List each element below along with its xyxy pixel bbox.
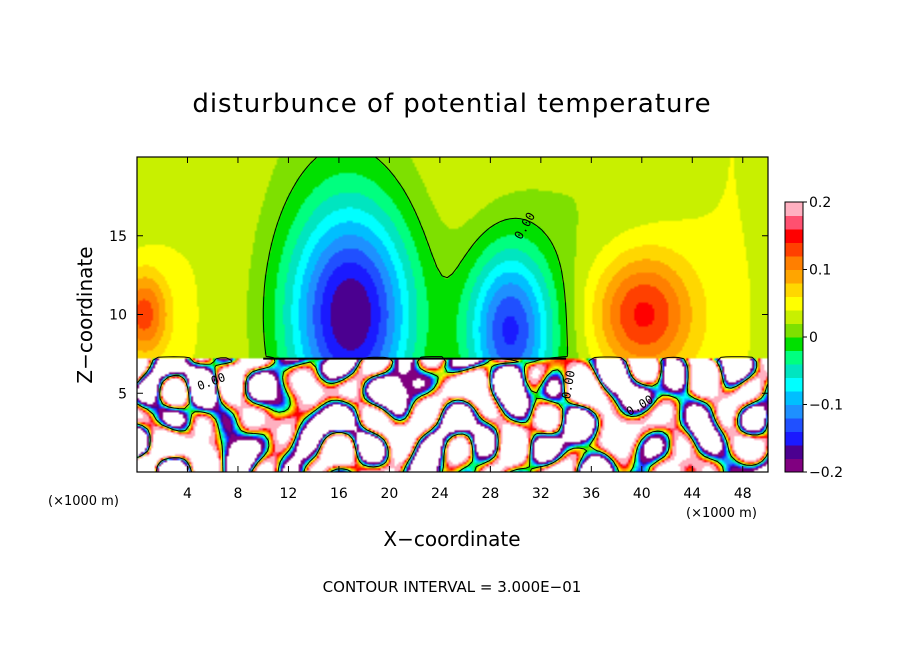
colorbar-swatch [785, 229, 803, 243]
potential-temperature-field [137, 157, 768, 472]
zero-contour [137, 157, 768, 472]
colorbar-tick-label: −0.1 [809, 398, 843, 414]
plot-area: 0.000.00 0.000.00 [137, 157, 768, 472]
colorbar-swatch [785, 310, 803, 324]
chart-title: disturbunce of potential temperature [192, 89, 711, 119]
colorbar-swatch [785, 431, 803, 446]
z-tick-label: 10 [109, 308, 127, 324]
colorbar-tick-label: −0.2 [809, 465, 843, 481]
colorbar-swatch [785, 350, 803, 365]
colorbar-swatch [785, 283, 803, 297]
x-tick-label: 8 [233, 486, 242, 502]
colorbar-swatch [785, 323, 803, 338]
colorbar-swatch [785, 296, 803, 311]
z-tick-label: 15 [109, 229, 127, 245]
colorbar-tick-label: 0.2 [809, 195, 831, 211]
z-tick-label: 5 [118, 386, 127, 402]
colorbar-swatch [785, 458, 803, 473]
x-tick-label: 32 [532, 486, 550, 502]
x-tick-label: 36 [582, 486, 600, 502]
contour-label: 0.00 [559, 369, 578, 400]
colorbar-swatch [785, 215, 803, 230]
x-tick-label: 4 [183, 486, 192, 502]
colorbar-swatch [785, 256, 803, 270]
colorbar [784, 201, 804, 473]
colorbar-tick-label: 0.1 [809, 263, 831, 279]
colorbar-swatch [785, 404, 803, 419]
colorbar-swatch [785, 202, 803, 216]
colorbar-swatch [785, 418, 803, 432]
x-tick-label: 24 [431, 486, 449, 502]
x-axis-label: X−coordinate [383, 527, 520, 551]
colorbar-swatch [785, 445, 803, 459]
x-tick-label: 44 [683, 486, 701, 502]
colorbar-tick-labels: 0.2 0.1 0 −0.1 −0.2 [803, 195, 843, 481]
colorbar-swatch [785, 377, 803, 392]
colorbar-swatch [785, 391, 803, 405]
x-tick-label: 12 [280, 486, 298, 502]
colorbar-swatch [785, 242, 803, 257]
x-tick-label: 16 [330, 486, 348, 502]
colorbar-swatch [785, 337, 803, 351]
z-axis-label: Z−coordinate [73, 246, 97, 383]
x-tick-label: 28 [481, 486, 499, 502]
x-axis-ticks: 4 8 12 16 20 24 28 32 36 40 44 48 [183, 157, 752, 502]
x-axis-unit-left: (×1000 m) [48, 494, 119, 509]
x-tick-label: 40 [633, 486, 651, 502]
x-tick-label: 48 [734, 486, 752, 502]
colorbar-swatch [785, 364, 803, 378]
x-axis-unit-right: (×1000 m) [686, 506, 757, 521]
z-axis-ticks: 5 10 15 [109, 229, 768, 402]
contour-interval-note: CONTOUR INTERVAL = 3.000E−01 [323, 578, 582, 596]
colorbar-tick-label: 0 [809, 330, 818, 346]
x-tick-label: 20 [380, 486, 398, 502]
colorbar-swatch [785, 269, 803, 284]
